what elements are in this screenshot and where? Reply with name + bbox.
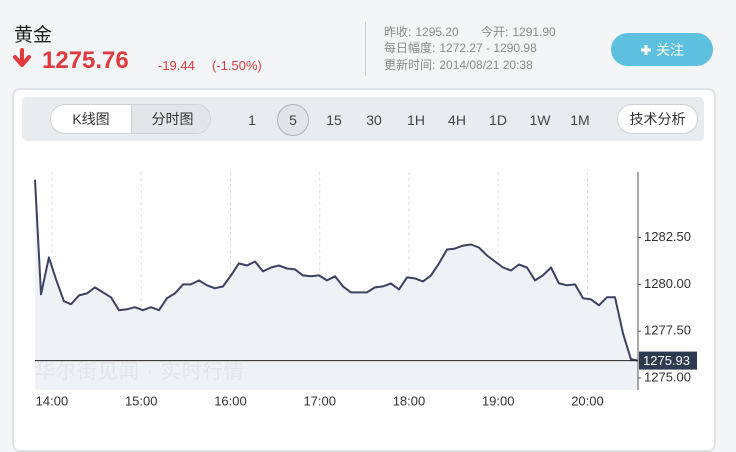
period-button[interactable]: 1 xyxy=(248,112,256,128)
price-change: -19.44 xyxy=(158,58,195,73)
chart-card xyxy=(12,88,716,452)
stat-label: 昨收: xyxy=(384,25,412,39)
divider xyxy=(365,22,366,76)
x-tick-label: 20:00 xyxy=(571,393,604,408)
y-tick-label: 1275.00 xyxy=(644,369,691,384)
x-tick-label: 18:00 xyxy=(393,393,426,408)
stat-value: 1291.90 xyxy=(512,25,556,39)
stat-label: 更新时间: xyxy=(384,58,436,72)
plus-icon xyxy=(641,44,651,55)
chart-type-switch: K线图 分时图 xyxy=(50,104,211,134)
x-tick-label: 19:00 xyxy=(482,393,515,408)
period-button[interactable]: 1D xyxy=(489,112,507,128)
last-price-label: 1275.93 xyxy=(643,353,690,368)
stat: 每日幅度: 1272.27 - 1290.98 xyxy=(384,39,537,56)
follow-label: 关注 xyxy=(656,41,684,58)
price: 1275.76 xyxy=(42,47,129,74)
stat-value: 1272.27 - 1290.98 xyxy=(439,41,537,55)
stat: 昨收: 1295.20 xyxy=(384,23,459,40)
follow-button[interactable]: 关注 xyxy=(611,33,713,66)
period-button[interactable]: 1H xyxy=(407,112,425,128)
period-button[interactable]: 5 xyxy=(277,104,309,136)
x-tick-label: 16:00 xyxy=(214,393,247,408)
price-change-percent: (-1.50%) xyxy=(212,58,262,73)
area-fill xyxy=(35,179,638,390)
period-button[interactable]: 15 xyxy=(326,112,342,128)
period-button[interactable]: 1W xyxy=(529,112,551,128)
y-tick-label: 1280.00 xyxy=(644,276,691,291)
stat-value: 1295.20 xyxy=(415,25,459,39)
chart-type-tab[interactable]: 分时图 xyxy=(131,105,210,133)
analysis-button[interactable]: 技术分析 xyxy=(617,104,698,134)
stat-label: 每日幅度: xyxy=(384,41,436,55)
period-button[interactable]: 30 xyxy=(366,112,382,128)
stat-value: 2014/08/21 20:38 xyxy=(439,58,533,72)
period-button[interactable]: 4H xyxy=(448,112,466,128)
y-tick-label: 1277.50 xyxy=(644,323,691,338)
chart-type-tab[interactable]: K线图 xyxy=(51,105,131,133)
y-tick-label: 1282.50 xyxy=(644,229,691,244)
x-tick-label: 17:00 xyxy=(303,393,336,408)
last-price-badge xyxy=(639,351,697,370)
watermark: 华尔街见闻 · 实时行情 xyxy=(35,360,245,383)
x-tick-label: 15:00 xyxy=(125,393,158,408)
asset-title: 黄金 xyxy=(14,25,53,46)
stat: 更新时间: 2014/08/21 20:38 xyxy=(384,56,533,73)
period-button[interactable]: 1M xyxy=(570,112,590,128)
chart: 华尔街见闻 · 实时行情 1275.00 1277.50 1280.00 1282.50… xyxy=(34,172,697,408)
page: 华尔街见闻 · 实时行情 1275.00 1277.50 1280.00 1282.50… xyxy=(12,22,716,452)
price-line xyxy=(34,179,639,362)
stat-label: 今开: xyxy=(481,25,509,39)
x-tick-label: 14:00 xyxy=(36,393,69,408)
stat: 今开: 1291.90 xyxy=(481,23,556,40)
